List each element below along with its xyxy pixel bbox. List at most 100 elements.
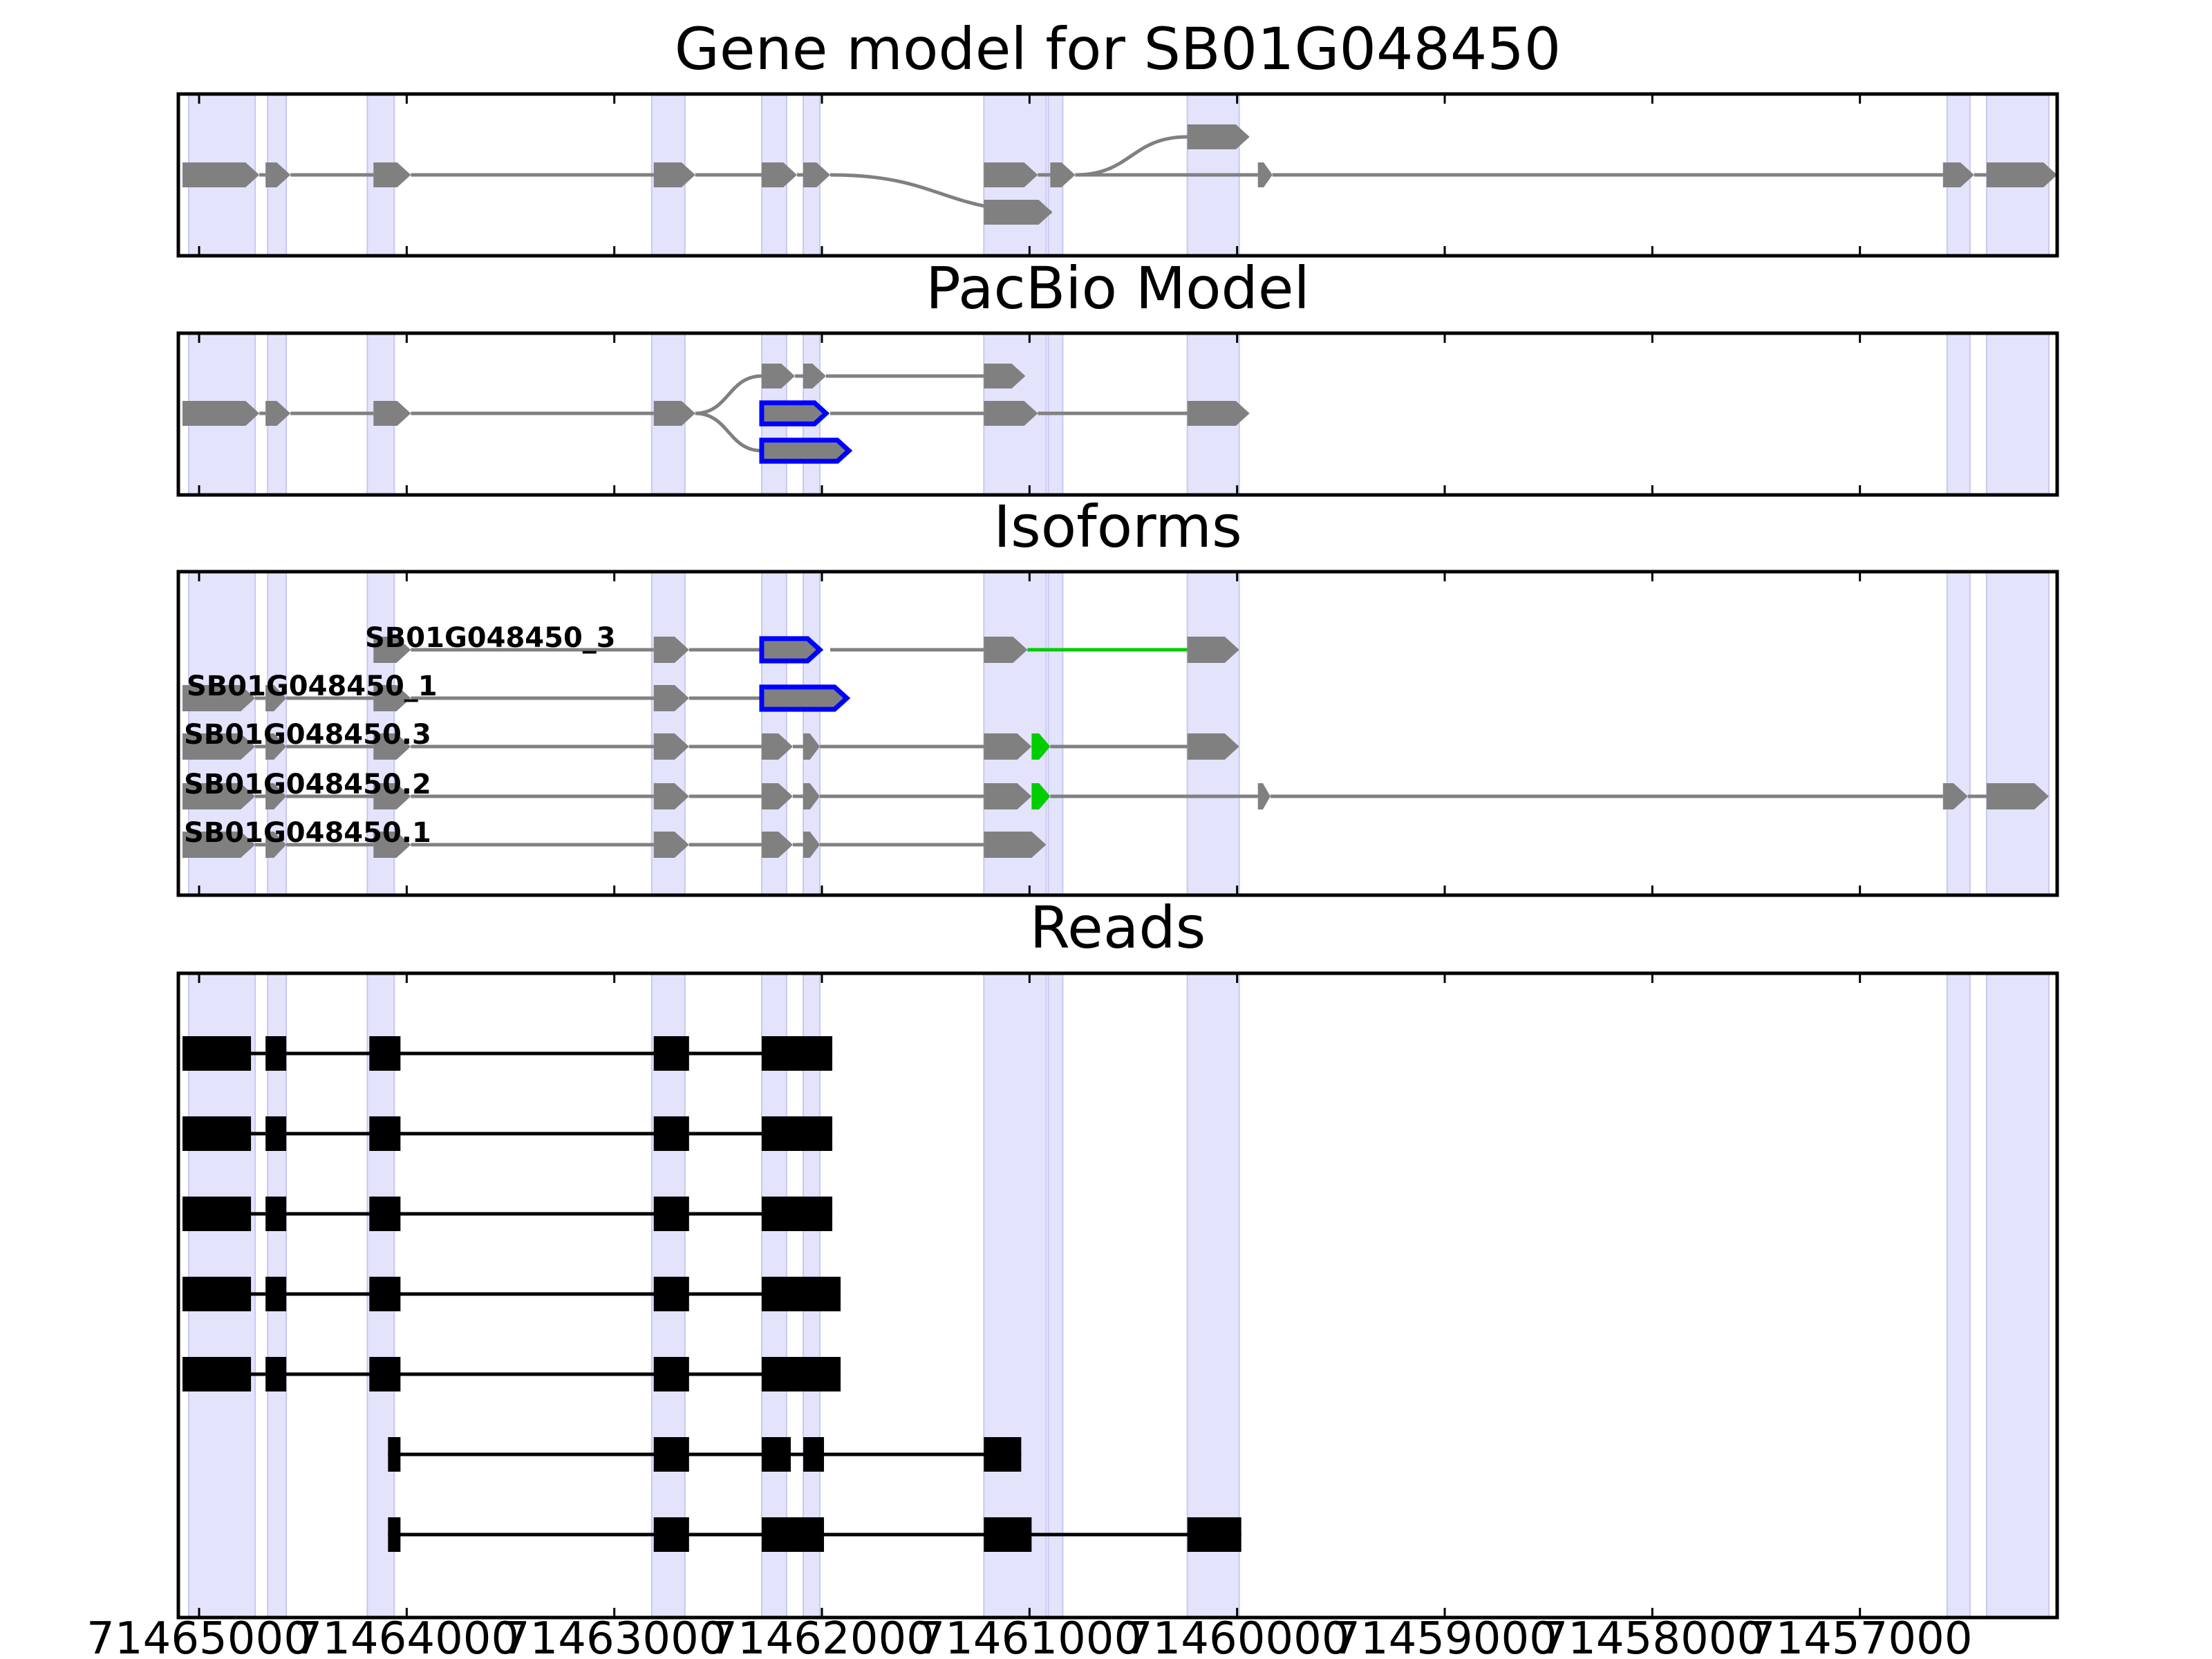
- read-exon: [803, 1437, 825, 1472]
- highlight-band: [1985, 571, 2050, 896]
- novel-exon: [1031, 783, 1051, 809]
- read-3: [182, 1197, 833, 1231]
- panel-1: [176, 92, 2059, 258]
- track-5: SB01G048450.1: [182, 817, 1047, 858]
- highlighted-exon: [759, 438, 853, 464]
- read-exon: [265, 1277, 287, 1311]
- panel-frame: [176, 92, 2059, 258]
- highlight-band: [1946, 571, 1971, 896]
- read-exon: [653, 1116, 689, 1151]
- panel-4: [176, 971, 2059, 1620]
- read-exon: [388, 1517, 401, 1552]
- track-3: SB01G048450.3: [182, 719, 1239, 760]
- track-2: [761, 364, 1026, 388]
- isoform-label: SB01G048450.1: [184, 817, 431, 849]
- exon-arrow: [984, 162, 1038, 187]
- exon-arrow: [761, 832, 793, 858]
- read-exon: [653, 1357, 689, 1391]
- panel-frame: [176, 331, 2059, 497]
- exon-arrow: [803, 364, 827, 388]
- exon-arrow: [373, 637, 411, 663]
- exon-arrow: [761, 162, 797, 187]
- read-2: [182, 1116, 833, 1151]
- read-exon: [265, 1197, 287, 1231]
- exon-arrow: [265, 162, 291, 187]
- read-exon: [653, 1036, 689, 1071]
- x-tick-label: 71460000: [1125, 1613, 1350, 1659]
- read-exon: [265, 1116, 287, 1151]
- read-exon: [761, 1036, 833, 1071]
- track-2: [1187, 124, 1250, 149]
- exon-arrow: [803, 783, 821, 809]
- read-exon: [369, 1197, 401, 1231]
- exon-arrow: [1257, 783, 1271, 809]
- panel-3: SB01G048450_3 SB01G048450_1 SB01G048450.3 S…: [176, 570, 2059, 897]
- exon-arrow: [803, 733, 821, 760]
- highlighted-exon: [759, 636, 824, 664]
- exon-arrow: [984, 401, 1038, 426]
- novel-exon: [1031, 733, 1051, 760]
- read-exon: [1187, 1517, 1241, 1552]
- exon-arrow: [182, 783, 256, 809]
- read-exon: [653, 1197, 689, 1231]
- track-2: SB01G048450_1: [182, 671, 851, 712]
- exon-arrow: [373, 733, 411, 760]
- exon-arrow: [653, 733, 689, 760]
- panel-frame: [176, 570, 2059, 897]
- highlight-band: [1946, 973, 1971, 1618]
- exon-arrow: [761, 733, 793, 760]
- isoform-label: SB01G048450_1: [187, 671, 438, 702]
- highlight-band: [983, 973, 1047, 1618]
- read-exon: [182, 1036, 252, 1071]
- exon-arrow: [1187, 124, 1250, 149]
- exon-arrow: [373, 401, 411, 426]
- exon-arrow: [761, 364, 795, 388]
- splice-curve: [695, 411, 762, 453]
- x-tick-label: 71463000: [502, 1613, 727, 1659]
- exon-arrow: [182, 162, 260, 187]
- isoform-label: SB01G048450.3: [184, 719, 431, 751]
- exon-arrow: [265, 733, 287, 760]
- exon-arrow: [1187, 637, 1239, 663]
- x-tick-label: 71459000: [1332, 1613, 1557, 1659]
- exon-arrow: [265, 783, 287, 809]
- read-exon: [761, 1437, 791, 1472]
- exon-arrow: [653, 637, 689, 663]
- track-1: [182, 374, 1250, 453]
- read-exon: [369, 1116, 401, 1151]
- exon-arrow: [803, 162, 831, 187]
- exon-arrow: [653, 832, 689, 858]
- read-exon: [761, 1277, 841, 1311]
- exon-arrow: [653, 162, 695, 187]
- read-exon: [265, 1036, 287, 1071]
- exon-arrow: [1986, 162, 2057, 187]
- read-exon: [761, 1197, 833, 1231]
- read-exon: [369, 1277, 401, 1311]
- isoform-label: SB01G048450.2: [184, 769, 431, 800]
- highlight-band: [1985, 332, 2050, 496]
- exon-arrow: [803, 832, 821, 858]
- read-exon: [984, 1437, 1022, 1472]
- panel-frame: [176, 971, 2059, 1620]
- exon-arrow: [1187, 401, 1250, 426]
- panel-title-pacbio: PacBio Model: [926, 254, 1310, 322]
- highlight-band: [1047, 973, 1064, 1618]
- read-exon: [182, 1277, 252, 1311]
- read-exon: [182, 1357, 252, 1391]
- highlight-band: [1985, 973, 2050, 1618]
- splice-curve: [1075, 135, 1188, 177]
- exon-arrow: [265, 401, 291, 426]
- exon-arrow: [373, 685, 411, 711]
- exon-arrow: [984, 637, 1028, 663]
- exon-arrow: [1986, 783, 2049, 809]
- exon-arrow: [1050, 162, 1076, 187]
- exon-arrow: [653, 401, 695, 426]
- read-4: [182, 1277, 841, 1311]
- read-exon: [265, 1357, 287, 1391]
- exon-arrow: [182, 733, 256, 760]
- track-1: SB01G048450_3: [365, 622, 1239, 664]
- highlighted-exon: [759, 684, 851, 712]
- read-exon: [369, 1357, 401, 1391]
- highlighted-exon: [759, 400, 830, 427]
